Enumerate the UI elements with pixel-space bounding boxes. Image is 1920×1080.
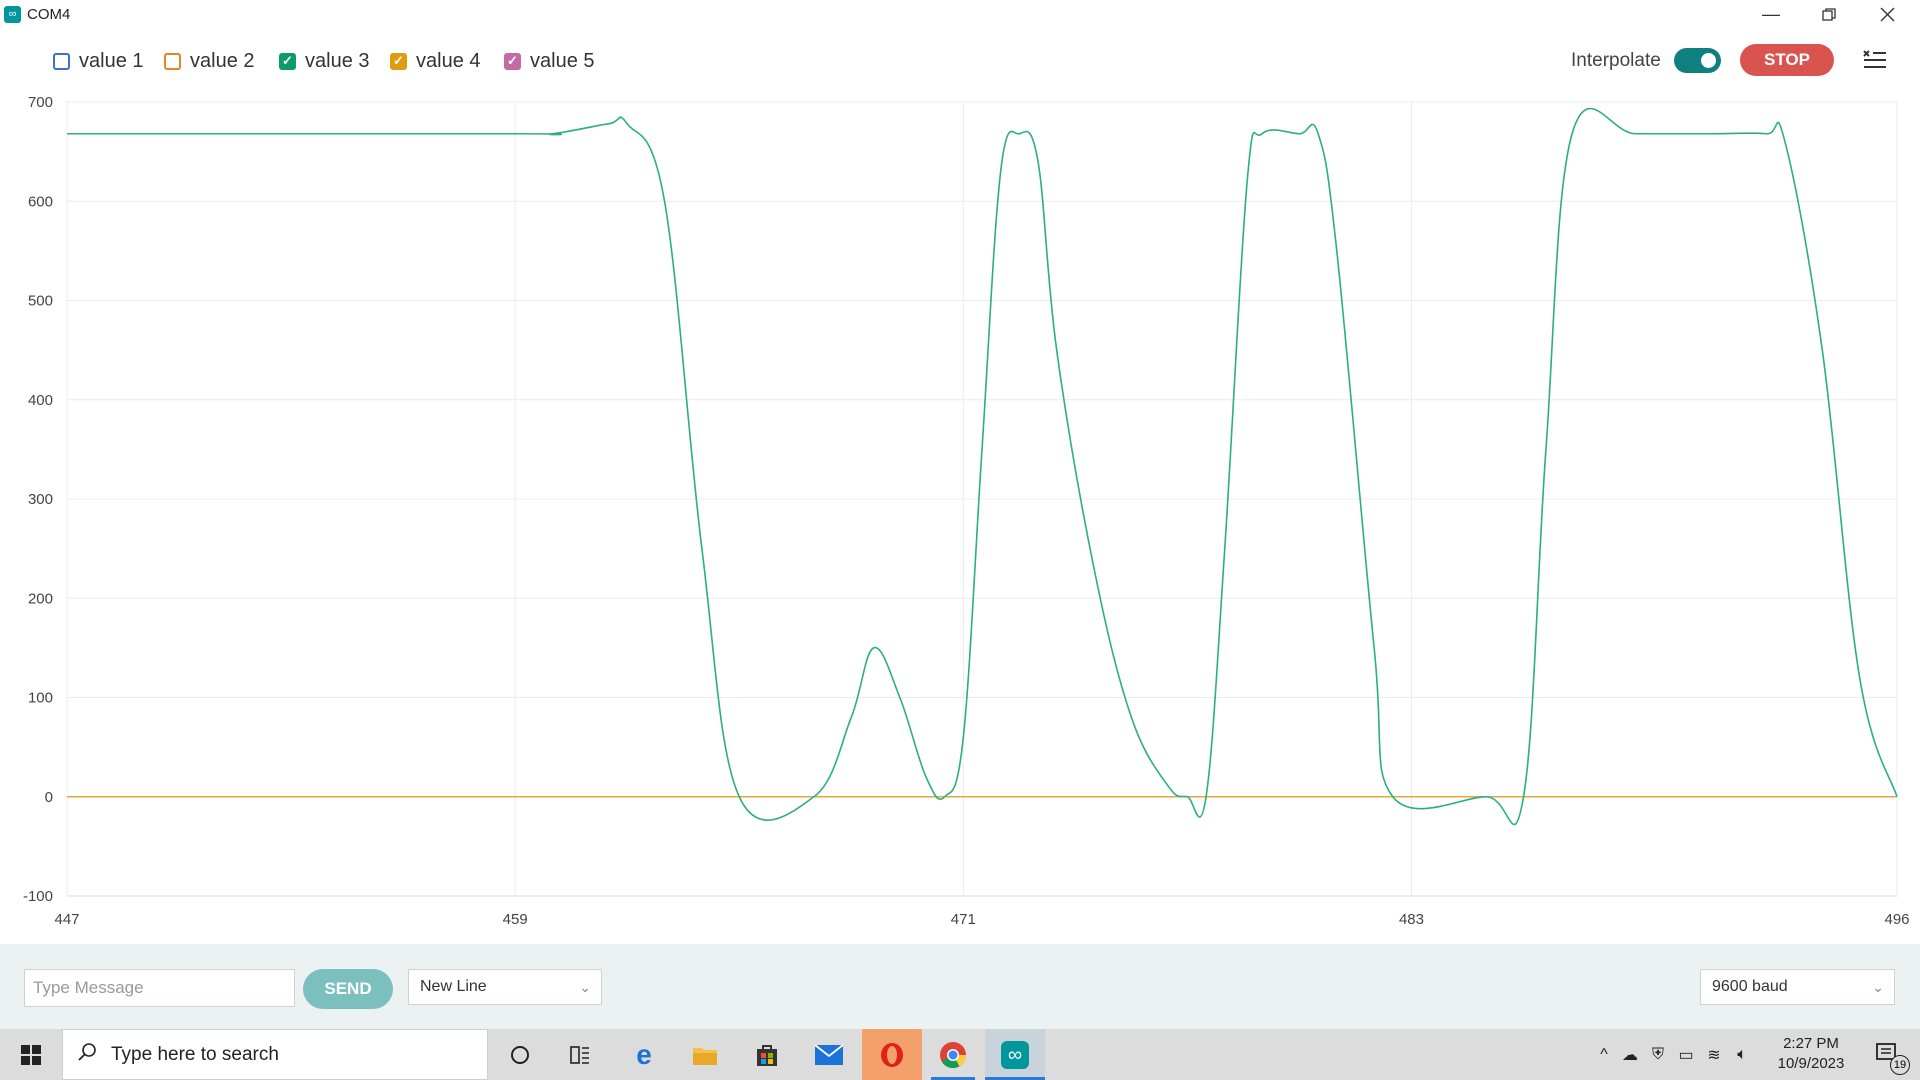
x-tick-label: 471 <box>951 911 976 928</box>
windows-start-icon[interactable] <box>8 1029 54 1080</box>
minimize-icon[interactable]: — <box>1762 4 1780 24</box>
chrome-icon[interactable] <box>923 1029 983 1080</box>
task-view-icon[interactable] <box>558 1029 602 1080</box>
search-icon <box>77 1042 97 1067</box>
legend-label: value 2 <box>190 49 255 72</box>
y-tick-label: 200 <box>28 590 53 607</box>
taskbar: Type here to search e ∞ ^ ☁ ⛨ ▭ ≋ 🔈︎ 2:2… <box>0 1029 1920 1080</box>
y-tick-label: 100 <box>28 690 53 707</box>
line-ending-value: New Line <box>420 978 487 995</box>
notification-badge: 19 <box>1890 1055 1910 1075</box>
arduino-taskbar-icon[interactable]: ∞ <box>985 1029 1045 1080</box>
system-tray: ^ ☁ ⛨ ▭ ≋ 🔈︎ <box>1592 1029 1756 1080</box>
security-icon[interactable]: ⛨ <box>1651 1045 1664 1063</box>
baud-rate-value: 9600 baud <box>1712 978 1788 995</box>
interpolate-label: Interpolate <box>1571 50 1661 71</box>
checkbox-value-5[interactable]: ✓ <box>504 52 521 70</box>
battery-icon[interactable]: ▭ <box>1678 1046 1694 1064</box>
baud-rate-select[interactable]: 9600 baud ⌄ <box>1700 969 1895 1005</box>
legend-item-value-5[interactable]: ✓ value 5 <box>504 49 595 73</box>
y-tick-label: 600 <box>28 193 53 210</box>
line-ending-select[interactable]: New Line ⌄ <box>408 969 602 1005</box>
message-input[interactable] <box>24 969 295 1007</box>
y-tick-label: 400 <box>28 392 53 409</box>
chevron-down-icon: ⌄ <box>1872 979 1884 995</box>
mail-icon[interactable] <box>806 1029 852 1080</box>
checkbox-value-3[interactable]: ✓ <box>279 52 296 70</box>
stop-button[interactable]: STOP <box>1740 44 1834 76</box>
window-title: COM4 <box>27 6 71 23</box>
x-tick-label: 447 <box>54 911 79 928</box>
y-tick-label: -100 <box>23 888 53 905</box>
send-button[interactable]: SEND <box>303 969 393 1009</box>
legend-label: value 4 <box>416 49 481 72</box>
chevron-down-icon: ⌄ <box>579 979 591 995</box>
notifications-icon[interactable]: 19 <box>1866 1029 1912 1080</box>
chevron-up-icon[interactable]: ^ <box>1600 1045 1608 1063</box>
x-tick-label: 459 <box>503 911 528 928</box>
clock-date: 10/9/2023 <box>1777 1055 1845 1072</box>
plotter-header: value 1 value 2 ✓ value 3 ✓ value 4 ✓ va… <box>0 29 1920 91</box>
y-tick-label: 0 <box>45 789 53 806</box>
clock-time: 2:27 PM <box>1783 1035 1839 1052</box>
store-icon[interactable] <box>744 1029 790 1080</box>
toggle-knob <box>1701 53 1716 68</box>
legend-item-value-4[interactable]: ✓ value 4 <box>390 49 481 73</box>
legend-item-value-2[interactable]: value 2 <box>164 49 255 73</box>
title-bar: ∞ COM4 — <box>0 0 1920 29</box>
active-indicator <box>985 1077 1045 1080</box>
active-indicator <box>931 1077 975 1080</box>
serial-plot-chart: 700 600 500 400 300 200 100 0 -100 447 459 471 483 49… <box>0 91 1920 944</box>
opera-icon[interactable] <box>862 1029 922 1080</box>
onedrive-icon[interactable]: ☁ <box>1622 1046 1638 1064</box>
y-tick-label: 500 <box>28 293 53 310</box>
edge-icon[interactable]: e <box>636 1038 652 1070</box>
taskbar-search[interactable]: Type here to search <box>62 1029 488 1080</box>
file-explorer-icon[interactable] <box>682 1029 728 1080</box>
x-tick-label: 496 <box>1884 911 1909 928</box>
interpolate-toggle[interactable] <box>1674 48 1721 73</box>
legend-label: value 1 <box>79 49 144 72</box>
restore-icon[interactable] <box>1800 0 1858 29</box>
clear-list-icon[interactable] <box>1862 47 1888 71</box>
legend-item-value-1[interactable]: value 1 <box>53 49 144 73</box>
legend-label: value 3 <box>305 49 370 72</box>
x-tick-label: 483 <box>1399 911 1424 928</box>
series-line-value-3 <box>67 107 1898 826</box>
volume-icon[interactable]: 🔈︎ <box>1737 1045 1747 1063</box>
checkbox-value-2[interactable] <box>164 52 181 70</box>
search-placeholder: Type here to search <box>111 1043 279 1065</box>
checkbox-value-1[interactable] <box>53 52 70 70</box>
checkbox-value-4[interactable]: ✓ <box>390 52 407 70</box>
y-tick-label: 300 <box>28 491 53 508</box>
message-bar: SEND New Line ⌄ 9600 baud ⌄ <box>0 944 1920 1029</box>
close-icon[interactable] <box>1858 0 1916 29</box>
clock[interactable]: 2:27 PM 10/9/2023 <box>1765 1034 1857 1074</box>
legend-label: value 5 <box>530 49 595 72</box>
wifi-icon[interactable]: ≋ <box>1707 1046 1721 1064</box>
legend-item-value-3[interactable]: ✓ value 3 <box>279 49 370 73</box>
cortana-icon[interactable] <box>498 1029 542 1080</box>
y-tick-label: 700 <box>28 94 53 111</box>
arduino-icon: ∞ <box>4 6 21 23</box>
